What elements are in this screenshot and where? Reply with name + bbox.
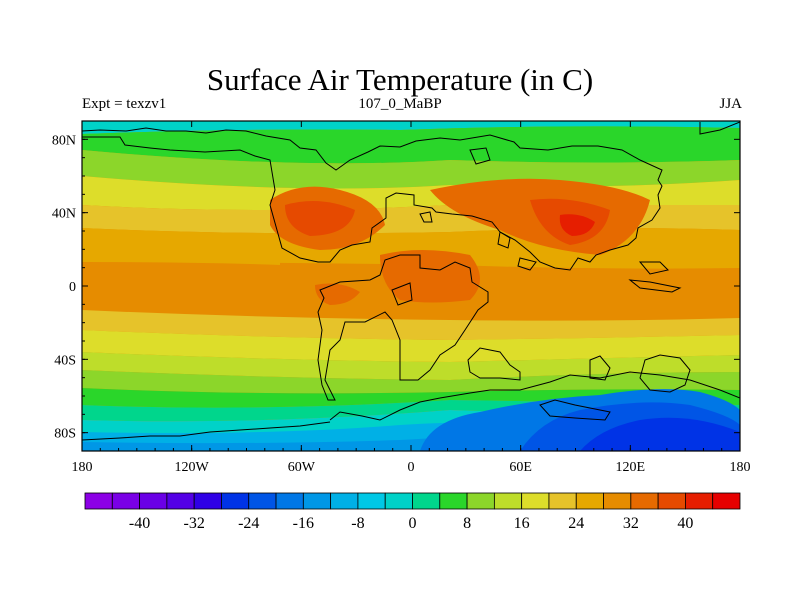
colorbar-swatch (439, 492, 468, 510)
colorbar-swatch (139, 492, 168, 510)
colorbar-label: 0 (409, 515, 417, 532)
season-label: JJA (719, 96, 742, 112)
colorbar-label: 16 (514, 515, 530, 532)
colorbar-swatch (412, 492, 441, 510)
colorbar-swatch (111, 492, 140, 510)
x-tick-label: 180 (730, 460, 751, 475)
colorbar-swatch (630, 492, 659, 510)
colorbar-swatch (384, 492, 413, 510)
colorbar-swatch (357, 492, 386, 510)
colorbar-swatch (248, 492, 277, 510)
colorbar-label: -24 (238, 515, 259, 532)
colorbar-swatch (330, 492, 359, 510)
colorbar-swatch (603, 492, 632, 510)
y-tick-label: 0 (69, 280, 76, 295)
x-tick-label: 120W (175, 460, 210, 475)
colorbar-swatch (193, 492, 222, 510)
colorbar-swatch (221, 492, 250, 510)
colorbar-label: 40 (677, 515, 693, 532)
colorbar-label: 24 (568, 515, 584, 532)
colorbar-swatch (521, 492, 550, 510)
colorbar-swatch (84, 492, 113, 510)
experiment-label: Expt = texzv1 (82, 96, 167, 112)
time-label: 107_0_MaBP (358, 96, 442, 112)
colorbar-swatch (166, 492, 195, 510)
colorbar-label: -8 (351, 515, 364, 532)
y-tick-label: 80N (52, 133, 76, 148)
x-tick-label: 120E (616, 460, 646, 475)
colorbar-swatch (685, 492, 714, 510)
colorbar-swatch (302, 492, 332, 510)
y-tick-label: 80S (54, 427, 76, 442)
x-tick-label: 60E (509, 460, 532, 475)
y-tick-label: 40N (52, 207, 76, 222)
colorbar-swatch (657, 492, 686, 510)
colorbar-swatch (493, 492, 523, 510)
colorbar-label: -40 (129, 515, 150, 532)
plot-title: Surface Air Temperature (in C) (206, 62, 594, 97)
colorbar-label: -32 (184, 515, 205, 532)
y-tick-label: 40S (54, 353, 76, 368)
x-tick-label: 180 (72, 460, 93, 475)
colorbar-swatch (466, 492, 495, 510)
colorbar-swatch (712, 492, 741, 510)
colorbar-swatch (548, 492, 577, 510)
coastlines (82, 121, 740, 441)
colorbar-swatch (575, 492, 604, 510)
temperature-field (82, 121, 740, 451)
colorbar-label: 32 (623, 515, 639, 532)
colorbar-label: 8 (463, 515, 471, 532)
x-tick-label: 60W (288, 460, 316, 475)
colorbar-label: -16 (293, 515, 314, 532)
colorbar-swatch (275, 492, 304, 510)
x-tick-label: 0 (408, 460, 415, 475)
